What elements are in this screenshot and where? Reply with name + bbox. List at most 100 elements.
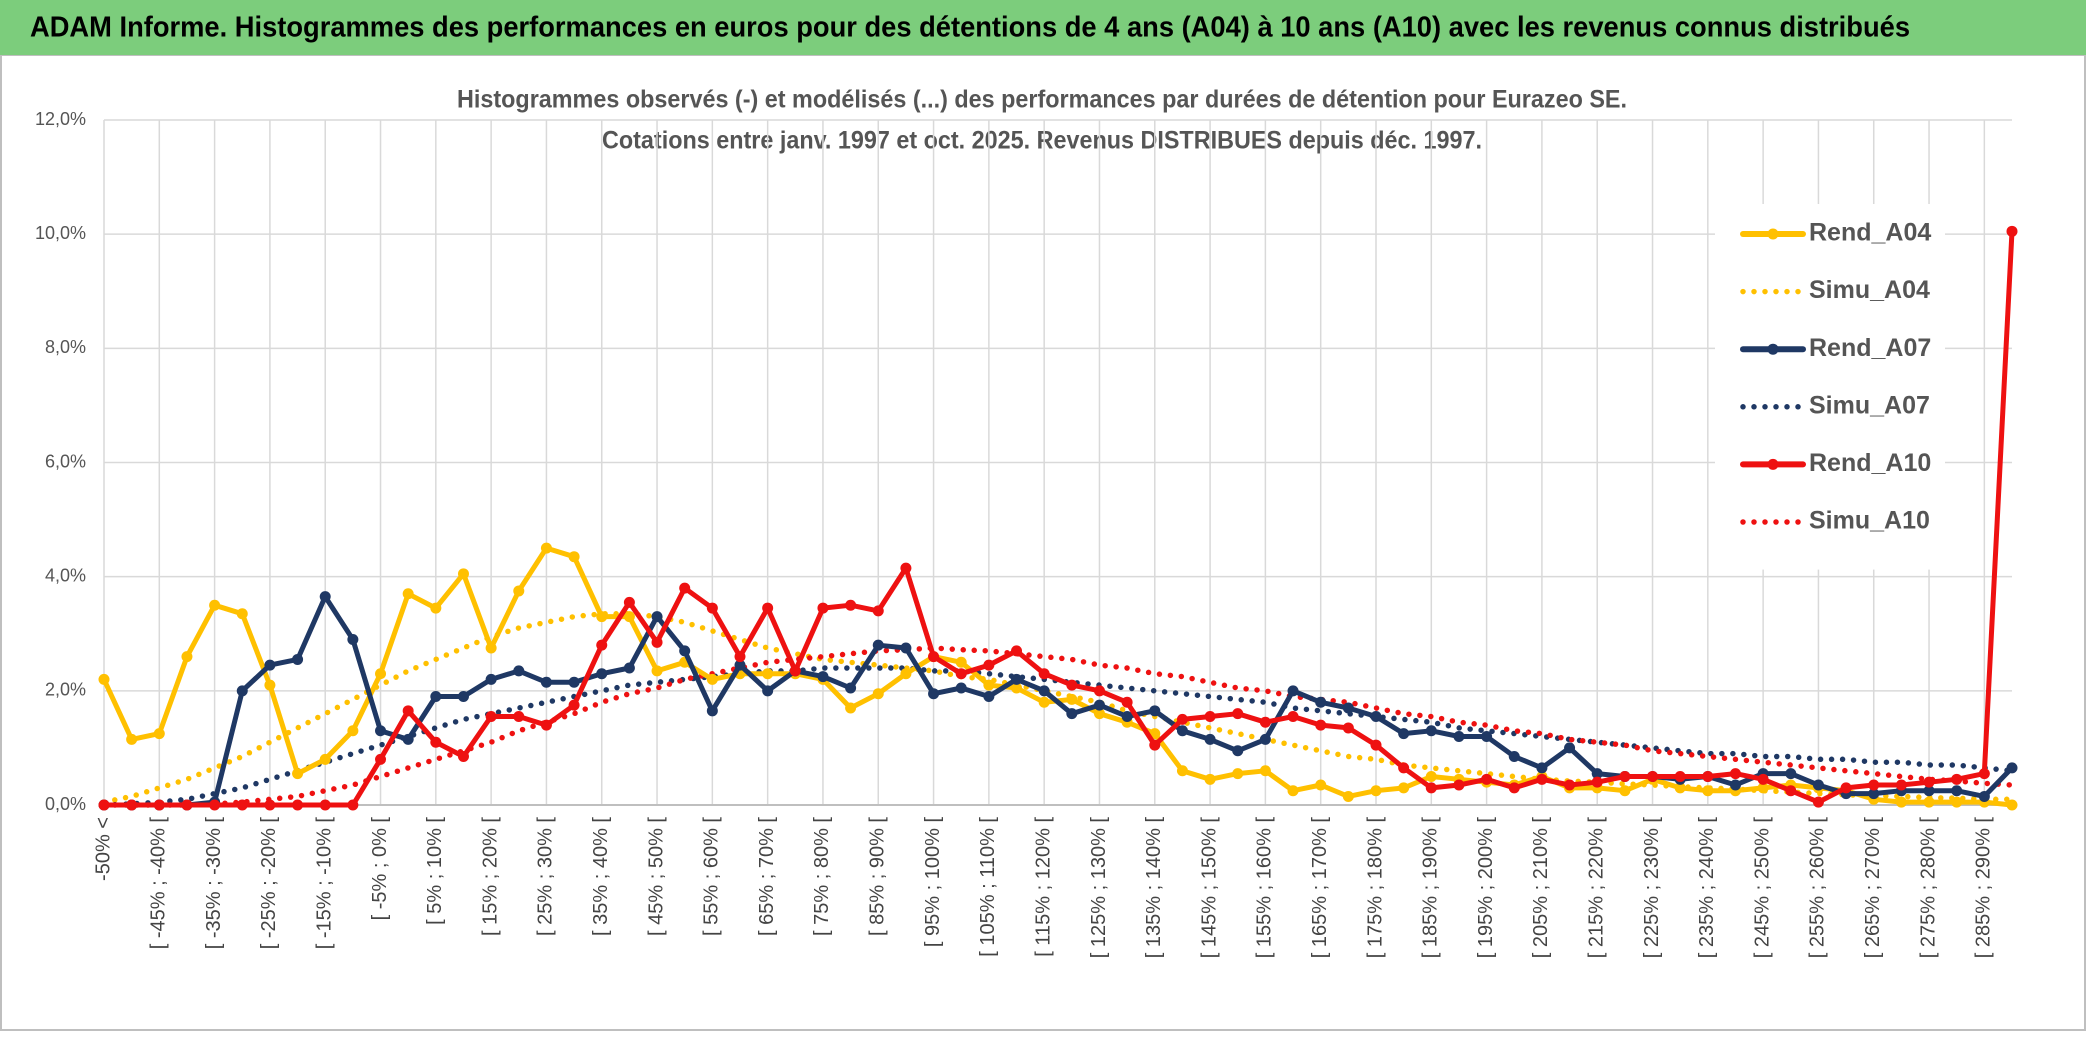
data-point <box>181 799 193 811</box>
data-point <box>236 685 248 697</box>
data-point <box>457 568 469 580</box>
legend-label: Rend_A04 <box>1809 219 1931 247</box>
data-point <box>1425 725 1437 737</box>
data-point <box>651 611 663 623</box>
data-point <box>264 799 276 811</box>
data-point <box>347 799 359 811</box>
x-tick-label: [ 245% ; 250% [ <box>1751 817 1773 959</box>
legend-label: Simu_A07 <box>1809 391 1930 419</box>
x-tick-label: [ 145% ; 150% [ <box>1198 817 1220 959</box>
data-point <box>1232 768 1244 780</box>
data-point <box>955 668 967 680</box>
legend-marker <box>1767 228 1779 240</box>
y-tick-label: 4,0% <box>45 565 86 585</box>
data-point <box>1785 768 1797 780</box>
data-point <box>209 799 221 811</box>
data-point <box>983 659 995 671</box>
legend-label: Rend_A07 <box>1809 334 1931 362</box>
y-tick-label: 2,0% <box>45 680 86 700</box>
data-point <box>1923 785 1935 797</box>
data-point <box>1066 679 1078 691</box>
data-point <box>1342 790 1354 802</box>
data-point <box>1619 770 1631 782</box>
data-point <box>292 799 304 811</box>
data-point <box>98 799 110 811</box>
data-point <box>845 702 857 714</box>
data-point <box>596 611 608 623</box>
data-point <box>1978 790 1990 802</box>
data-point <box>347 725 359 737</box>
data-point <box>2006 762 2018 774</box>
x-tick-label: [ 15% ; 20% [ <box>479 817 501 936</box>
x-tick-label: [ -15% ; -10% [ <box>313 817 335 950</box>
x-tick-label: [ 195% ; 200% [ <box>1475 817 1497 959</box>
data-point <box>734 651 746 663</box>
data-point <box>789 665 801 677</box>
data-point <box>319 591 331 603</box>
legend-box <box>1715 204 1945 570</box>
data-point <box>872 688 884 700</box>
chart-title: Histogrammes observés (-) et modélisés (… <box>457 86 1627 114</box>
data-point <box>1978 768 1990 780</box>
data-point <box>845 682 857 694</box>
data-point <box>1315 696 1327 708</box>
data-point <box>1674 782 1686 794</box>
data-point <box>1370 785 1382 797</box>
data-point <box>928 688 940 700</box>
data-point <box>1066 693 1078 705</box>
data-point <box>1370 739 1382 751</box>
data-point <box>568 699 580 711</box>
data-point <box>900 562 912 574</box>
data-point <box>98 673 110 685</box>
data-point <box>1564 742 1576 754</box>
data-point <box>568 676 580 688</box>
data-point <box>1425 770 1437 782</box>
data-point <box>1453 779 1465 791</box>
x-tick-label: [ 25% ; 30% [ <box>535 817 557 936</box>
data-point <box>872 639 884 651</box>
x-tick-label: [ 85% ; 90% [ <box>867 817 889 936</box>
data-point <box>1011 645 1023 657</box>
data-point <box>1536 773 1548 785</box>
data-point <box>1812 779 1824 791</box>
data-point <box>540 676 552 688</box>
model-line <box>101 665 2015 808</box>
data-point <box>1315 779 1327 791</box>
data-point <box>596 668 608 680</box>
data-point <box>181 651 193 663</box>
data-point <box>126 799 138 811</box>
data-point <box>513 585 525 597</box>
data-point <box>568 551 580 563</box>
data-point <box>1536 762 1548 774</box>
data-point <box>1591 768 1603 780</box>
x-tick-label: [ 105% ; 110% [ <box>977 817 999 957</box>
header-title: ADAM Informe. Histogrammes des performan… <box>30 12 1910 44</box>
x-tick-label: [ 175% ; 180% [ <box>1364 817 1386 959</box>
y-tick-label: 6,0% <box>45 451 86 471</box>
data-point <box>1149 739 1161 751</box>
y-tick-label: 12,0% <box>35 109 86 129</box>
x-tick-label: [ 155% ; 160% [ <box>1254 817 1276 959</box>
series-layer <box>98 225 2018 811</box>
data-point <box>430 602 442 614</box>
y-tick-label: 0,0% <box>45 794 86 814</box>
data-point <box>679 582 691 594</box>
data-point <box>1951 796 1963 808</box>
data-point <box>430 691 442 703</box>
data-point <box>1702 785 1714 797</box>
model-line <box>101 645 2015 808</box>
data-point <box>1287 785 1299 797</box>
header-bar <box>0 0 2086 55</box>
data-point <box>623 596 635 608</box>
x-tick-label: [ -35% ; -30% [ <box>203 817 225 950</box>
legend-label: Rend_A10 <box>1809 449 1931 477</box>
data-point <box>1011 673 1023 685</box>
data-point <box>319 753 331 765</box>
data-point <box>1149 705 1161 717</box>
x-tick-label: [ 215% ; 220% [ <box>1585 817 1607 959</box>
x-tick-label: [ 225% ; 230% [ <box>1641 817 1663 959</box>
data-point <box>2006 799 2018 811</box>
data-point <box>485 673 497 685</box>
data-point <box>1564 779 1576 791</box>
